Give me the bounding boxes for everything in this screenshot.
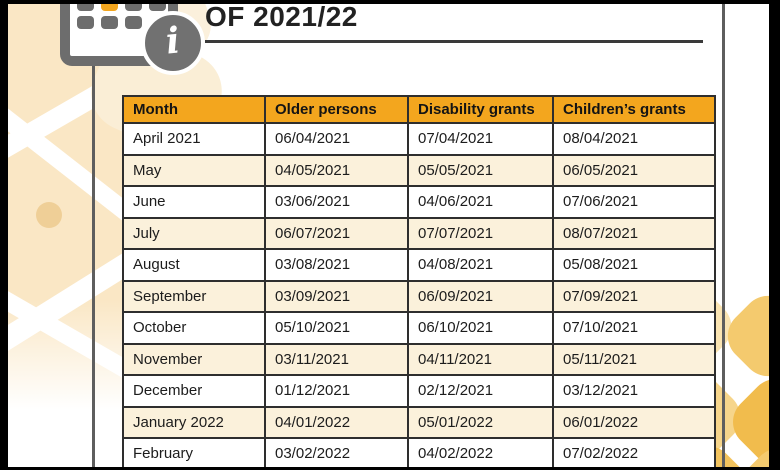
table-row: December 01/12/2021 02/12/2021 03/12/2021 — [122, 374, 716, 408]
calendar-dot — [77, 0, 94, 11]
pattern-dot — [36, 202, 62, 228]
date-cell: 04/08/2021 — [407, 248, 554, 282]
date-cell: 07/09/2021 — [552, 279, 716, 313]
date-cell: 08/07/2021 — [552, 216, 716, 250]
card-border-right — [722, 0, 725, 470]
month-cell: December — [122, 374, 266, 408]
month-cell: February — [122, 437, 266, 470]
pattern-fade — [8, 300, 122, 446]
date-cell: 04/06/2021 — [407, 185, 554, 219]
date-cell: 04/01/2022 — [264, 405, 409, 439]
table-row: January 2022 04/01/2022 05/01/2022 06/01/20… — [122, 405, 716, 439]
info-icon: i — [141, 11, 205, 75]
date-cell: 06/01/2022 — [552, 405, 716, 439]
date-cell: 06/05/2021 — [552, 153, 716, 187]
calendar-dot — [125, 16, 142, 29]
date-cell: 03/02/2022 — [264, 437, 409, 470]
table-row: October 05/10/2021 06/10/2021 07/10/2021 — [122, 311, 716, 345]
date-cell: 05/08/2021 — [552, 248, 716, 282]
month-cell: November — [122, 342, 266, 376]
date-cell: 07/07/2021 — [407, 216, 554, 250]
date-cell: 01/12/2021 — [264, 374, 409, 408]
title-underline — [205, 40, 703, 43]
month-cell: May — [122, 153, 266, 187]
date-cell: 05/05/2021 — [407, 153, 554, 187]
date-cell: 04/11/2021 — [407, 342, 554, 376]
date-cell: 07/06/2021 — [552, 185, 716, 219]
table-row: November 03/11/2021 04/11/2021 05/11/2021 — [122, 342, 716, 376]
table-header-row: Month Older persons Disability grants Child… — [122, 95, 716, 124]
calendar-dot — [77, 16, 94, 29]
month-cell: June — [122, 185, 266, 219]
date-cell: 08/04/2021 — [552, 122, 716, 156]
letterbox-left — [0, 0, 8, 470]
date-cell: 07/04/2021 — [407, 122, 554, 156]
calendar-dot — [125, 0, 142, 11]
calendar-dot — [149, 0, 166, 11]
info-icon-glyph: i — [163, 19, 183, 63]
date-cell: 03/09/2021 — [264, 279, 409, 313]
column-header: Disability grants — [407, 95, 554, 124]
column-header: Older persons — [264, 95, 409, 124]
table-row: June 03/06/2021 04/06/2021 07/06/2021 — [122, 185, 716, 219]
card-border-left — [92, 56, 95, 470]
payment-dates-table: Month Older persons Disability grants Child… — [122, 95, 716, 470]
date-cell: 03/11/2021 — [264, 342, 409, 376]
date-cell: 04/02/2022 — [407, 437, 554, 470]
table-row: August 03/08/2021 04/08/2021 05/08/2021 — [122, 248, 716, 282]
date-cell: 02/12/2021 — [407, 374, 554, 408]
column-header: Month — [122, 95, 266, 124]
calendar-dot — [101, 16, 118, 29]
page-title: OF 2021/22 — [205, 1, 358, 32]
date-cell: 03/08/2021 — [264, 248, 409, 282]
month-cell: April 2021 — [122, 122, 266, 156]
letterbox-bottom — [0, 467, 780, 470]
date-cell: 06/07/2021 — [264, 216, 409, 250]
letterbox-top — [0, 0, 780, 4]
letterbox-right — [769, 0, 780, 470]
column-header: Children’s grants — [552, 95, 716, 124]
date-cell: 06/04/2021 — [264, 122, 409, 156]
month-cell: July — [122, 216, 266, 250]
date-cell: 05/01/2022 — [407, 405, 554, 439]
table-row: February 03/02/2022 04/02/2022 07/02/2022 — [122, 437, 716, 470]
table-row: May 04/05/2021 05/05/2021 06/05/2021 — [122, 153, 716, 187]
date-cell: 06/10/2021 — [407, 311, 554, 345]
table-row: July 06/07/2021 07/07/2021 08/07/2021 — [122, 216, 716, 250]
month-cell: August — [122, 248, 266, 282]
date-cell: 05/11/2021 — [552, 342, 716, 376]
date-cell: 07/02/2022 — [552, 437, 716, 470]
month-cell: September — [122, 279, 266, 313]
table-row: April 2021 06/04/2021 07/04/2021 08/04/2021 — [122, 122, 716, 156]
calendar-dot-orange — [101, 0, 118, 11]
month-cell: January 2022 — [122, 405, 266, 439]
month-cell: October — [122, 311, 266, 345]
date-cell: 05/10/2021 — [264, 311, 409, 345]
date-cell: 03/12/2021 — [552, 374, 716, 408]
date-cell: 03/06/2021 — [264, 185, 409, 219]
date-cell: 06/09/2021 — [407, 279, 554, 313]
date-cell: 07/10/2021 — [552, 311, 716, 345]
date-cell: 04/05/2021 — [264, 153, 409, 187]
table-row: September 03/09/2021 06/09/2021 07/09/2021 — [122, 279, 716, 313]
